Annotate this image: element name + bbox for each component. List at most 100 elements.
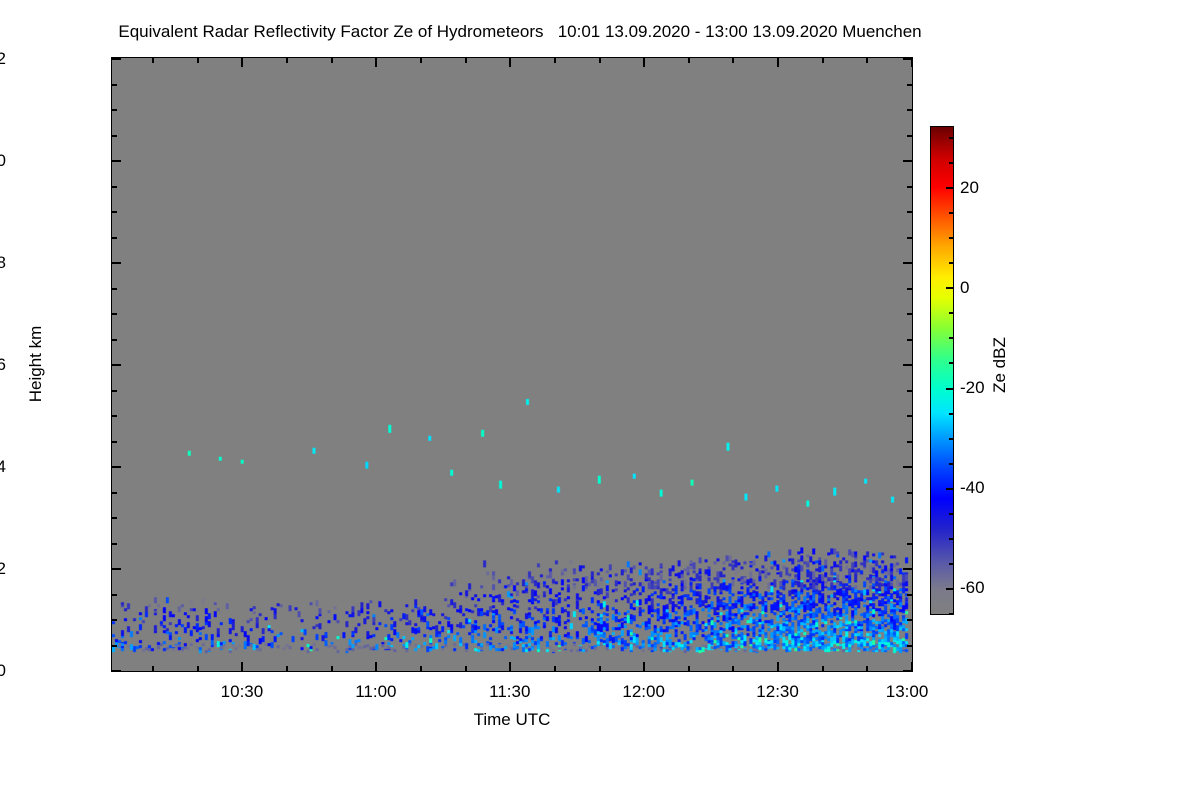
y-tick-right-6.5 [907,339,912,341]
y-tick-right-4 [903,466,912,468]
colorbar-tick-20 [946,187,953,189]
y-tick-10.5 [112,135,117,137]
colorbar-label-20: 20 [960,177,979,197]
y-tick-right-10.5 [907,135,912,137]
y-tick-2.5 [112,543,117,545]
colorbar-label-0: 0 [960,277,970,297]
colorbar-tick--5 [949,312,953,314]
x-tick-top-20 [197,58,199,63]
x-tick-150 [777,662,779,671]
y-tick-right-10 [903,160,912,162]
x-tick-50 [331,666,333,671]
colorbar-tick-25 [949,162,953,164]
x-tick-top-170 [866,58,868,63]
colorbar [930,126,954,615]
x-tick-90 [509,662,511,671]
y-tick-label-8: 8 [0,252,6,272]
y-tick-right-11.5 [907,84,912,86]
x-tick-top-180 [911,58,912,67]
x-tick-120 [643,662,645,671]
y-tick-1 [112,619,117,621]
y-tick-right-8 [903,262,912,264]
x-tick-top-120 [643,58,645,67]
colorbar-tick-30 [949,137,953,139]
colorbar-tick--65 [949,613,953,615]
colorbar-tick--30 [949,438,953,440]
x-tick-top-10 [152,58,154,63]
colorbar-title: Ze dBZ [990,337,1009,393]
colorbar-tick--15 [949,362,953,364]
y-tick-right-1 [907,619,912,621]
x-tick-30 [241,662,243,671]
y-tick-label-10: 10 [0,150,6,170]
reflectivity-heatmap [112,58,912,671]
x-tick-top-70 [420,58,422,63]
y-tick-right-6 [903,364,912,366]
y-tick-11 [112,109,117,111]
x-tick-top-130 [688,58,690,63]
y-tick-8 [112,262,121,264]
y-tick-label-4: 4 [0,456,6,476]
x-axis-title: Time UTC [473,710,551,729]
y-tick-label-12: 12 [0,48,6,68]
y-tick-right-3.5 [907,492,912,494]
colorbar-tick--25 [949,413,953,415]
colorbar-tick-15 [949,212,953,214]
x-tick-top-90 [509,58,511,67]
x-tick-label-12-30: 12:30 [756,682,799,701]
x-tick-130 [688,666,690,671]
x-tick-40 [286,666,288,671]
y-tick-right-9 [907,211,912,213]
y-tick-3 [112,517,117,519]
colorbar-label--40: -40 [960,478,985,498]
x-tick-100 [554,666,556,671]
x-tick-top-30 [241,58,243,67]
x-tick-80 [465,666,467,671]
y-tick-right-7.5 [907,288,912,290]
y-tick-label-6: 6 [0,354,6,374]
y-tick-4 [112,466,121,468]
y-tick-right-0.5 [907,645,912,647]
y-tick-right-11 [907,109,912,111]
colorbar-tick--40 [946,488,953,490]
x-tick-110 [599,666,601,671]
y-tick-4.5 [112,441,117,443]
colorbar-tick-10 [949,237,953,239]
y-tick-right-4.5 [907,441,912,443]
x-tick-label-10-30: 10:30 [220,682,264,701]
y-tick-10 [112,160,121,162]
y-tick-right-5.5 [907,390,912,392]
x-tick-label-11-30: 11:30 [489,682,531,701]
x-tick-top-110 [599,58,601,63]
y-tick-0.5 [112,645,117,647]
y-tick-label-2: 2 [0,558,6,578]
x-tick-170 [866,666,868,671]
y-tick-9.5 [112,186,117,188]
y-tick-8.5 [112,237,117,239]
y-tick-5 [112,415,117,417]
colorbar-tick--45 [949,513,953,515]
y-tick-right-7 [907,313,912,315]
x-tick-label-13-00: 13:00 [885,682,929,701]
y-tick-right-3 [907,517,912,519]
colorbar-tick--35 [949,463,953,465]
y-tick-7 [112,313,117,315]
y-tick-6.5 [112,339,117,341]
x-tick-180 [911,662,912,671]
x-tick-top-40 [286,58,288,63]
colorbar-label--20: -20 [960,378,985,398]
colorbar-tick--50 [949,538,953,540]
y-tick-right-8.5 [907,237,912,239]
x-tick-top-50 [331,58,333,63]
y-tick-7.5 [112,288,117,290]
colorbar-label--60: -60 [960,578,985,598]
y-tick-right-12 [903,58,912,60]
x-tick-20 [197,666,199,671]
y-tick-right-1.5 [907,594,912,596]
chart-title: Equivalent Radar Reflectivity Factor Ze … [118,22,922,41]
y-tick-right-5 [907,415,912,417]
colorbar-tick--10 [949,337,953,339]
x-tick-top-60 [375,58,377,67]
colorbar-tick--20 [946,388,953,390]
